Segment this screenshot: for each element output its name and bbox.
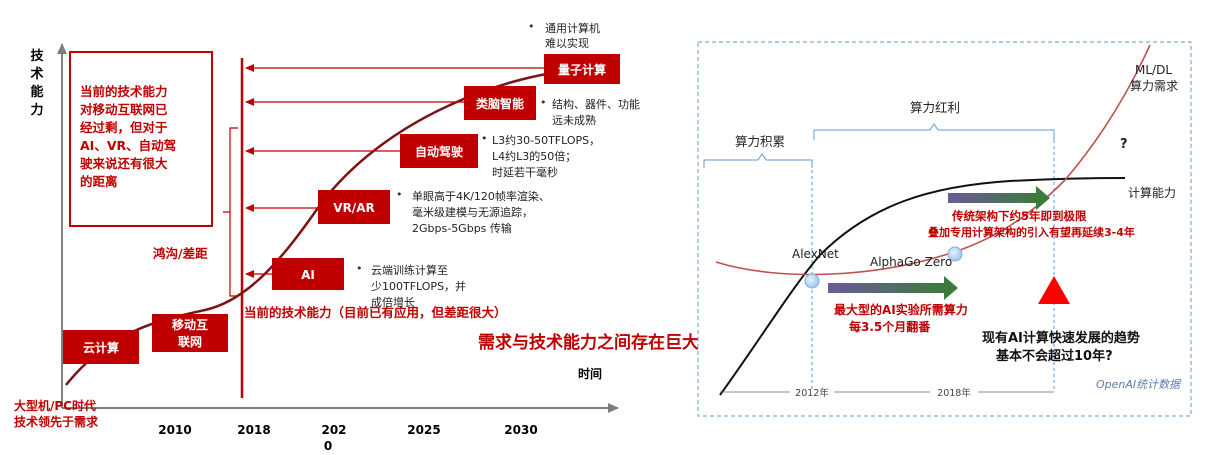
note-vrar-2: 毫米级建模与无源追踪， [412,205,533,219]
gap-bracket [223,127,238,297]
year-2012-label: 2012年 [795,387,829,399]
note-bullet-brain: • [540,96,547,109]
year-2018-label: 2018年 [937,387,971,399]
callout-line-6: 的距离 [80,174,118,189]
question-mark: ? [1120,137,1128,152]
stage-quantum-box [544,54,620,84]
callout-line-1: 当前的技术能力 [80,84,168,99]
stage-quantum-label: 量子计算 [558,62,606,77]
accumulation-label: 算力积累 [735,134,785,149]
note-quantum-1: 通用计算机 [545,21,600,35]
year-2030: 2030 [504,423,537,437]
limit-note-1: 传统架构下约5年即到极限 [951,209,1087,223]
y-axis-label-1: 技 [30,48,44,64]
year-2010: 2010 [158,423,191,437]
y-axis-label-3: 能 [30,84,43,100]
stage-cloud-label: 云计算 [83,340,119,355]
alexnet-point [804,273,820,289]
stage-brain-label: 类脑智能 [476,96,524,111]
stage-ai-box [272,258,344,290]
stage-mobile-label-1: 移动互 [172,317,208,332]
note-auto-1: L3约30-50TFLOPS， [492,134,600,147]
year-2025: 2025 [407,423,440,437]
note-bullet-auto: • [481,132,488,145]
note-bullet-quantum: • [528,20,535,33]
gap-label: 鸿沟/差距 [153,246,208,261]
y-axis-label-4: 力 [30,102,43,118]
callout-box [69,51,213,227]
source-label: OpenAI统计数据 [1096,378,1182,391]
limit-arrow-head [1036,186,1050,210]
note-ai-1: 云端训练计算至 [371,263,448,277]
origin-label-2: 技术领先于需求 [14,414,99,429]
warning-triangle [1038,276,1070,304]
stage-auto-label: 自动驾驶 [415,144,463,159]
doubling-arrow-head [944,276,958,300]
y-axis-label-2: 术 [29,66,43,82]
stage-ai-label: AI [301,268,315,282]
note-brain-2: 远未成熟 [552,113,596,127]
alphago-point [947,246,963,262]
limit-arrow-bar [948,193,1036,203]
x-axis-label: 时间 [578,366,602,381]
stage-cloud-box [63,330,139,364]
note-auto-2: L4约L3的50倍； [492,149,576,163]
callout-line-3: 经过剩，但对于 [80,120,168,135]
doubling-arrow-bar [828,283,944,293]
callout-line-2: 对移动互联网已 [80,102,168,117]
stage-mobile-box [152,314,228,352]
callout-line-5: 驶来说还有很大 [80,156,168,171]
note-vrar-1: 单眼高于4K/120帧率渲染、 [412,189,550,203]
stage-mobile-label-2: 联网 [178,335,202,349]
alphago-label: AlphaGo Zero [870,255,952,269]
compute-label: 计算能力 [1128,185,1176,200]
note-brain-1: 结构、器件、功能 [552,97,640,111]
stage-brain-box [464,86,536,120]
conclusion-2: 基本不会超过10年? [995,348,1113,364]
note-quantum-2: 难以实现 [545,36,589,50]
mldl-label-1: ML/DL [1135,63,1172,77]
mldl-label-2: 算力需求 [1130,78,1178,93]
origin-label-1: 大型机/PC时代 [14,398,96,413]
conclusion-1: 现有AI计算快速发展的趋势 [982,330,1140,346]
limit-note-2: 叠加专用计算架构的引入有望再延续3-4年 [928,225,1135,239]
doubling-note-2: 每3.5个月翻番 [849,319,931,334]
note-ai-2: 少100TFLOPS，并 [371,279,466,293]
note-bullet-vrar: • [396,188,403,201]
year-2020-b: 0 [324,439,332,453]
stage-auto-box [400,134,478,168]
doubling-note-1: 最大型的AI实验所需算力 [834,302,968,317]
note-ai-3: 成倍增长 [371,295,415,309]
year-2018: 2018 [237,423,270,437]
current-ability-label: 当前的技术能力（目前已有应用，但差距很大） [244,305,507,320]
alexnet-label: AlexNet [792,247,839,261]
stage-vrar-label: VR/AR [333,201,374,215]
dividend-brace [813,123,1055,140]
right-panel: 算力积累 算力红利 ML/DL 算力需求 计算能力 ? AlexNet Alph… [697,41,1192,417]
dividend-label: 算力红利 [910,100,960,115]
accumulation-brace [703,153,813,168]
left-panel: 技 术 能 力 时间 2010 2018 202 0 2025 2030 大型机… [14,20,640,453]
center-caption: 需求与技术能力之间存在巨大鸿沟 [478,332,733,353]
compute-curve [719,177,1126,396]
callout-line-4: AI、VR、自动驾 [80,138,176,153]
year-2020-a: 202 [321,423,346,437]
stage-vrar-box [318,190,390,224]
note-vrar-3: 2Gbps-5Gbps 传输 [412,221,512,235]
note-bullet-ai: • [356,262,363,275]
right-panel-border [697,41,1192,417]
note-auto-3: 时延若干毫秒 [492,165,558,179]
